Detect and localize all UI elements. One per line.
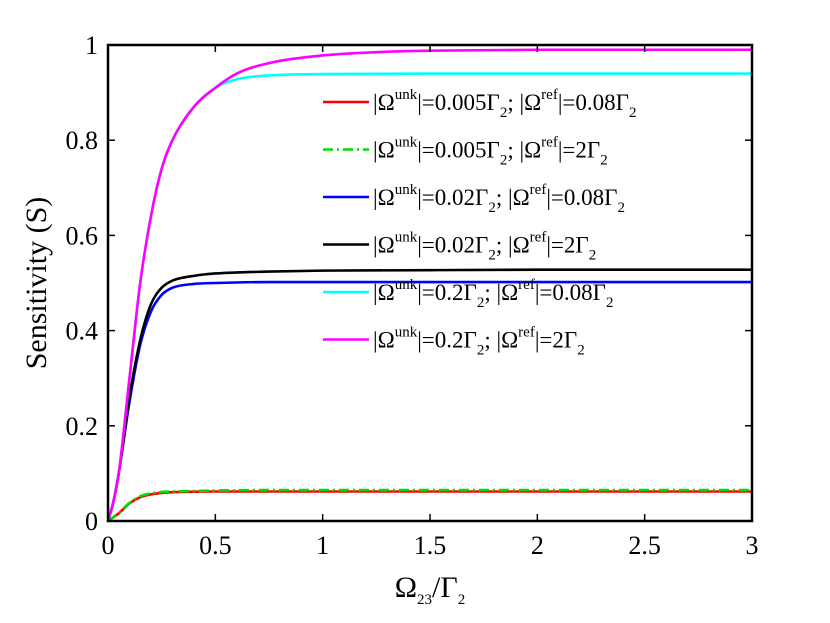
- x-tick-label: 3: [746, 531, 759, 560]
- y-axis-label: Sensitivity (S): [20, 197, 53, 370]
- legend-entry-5: |Ωunk|=0.2Γ2; |Ωref|=0.08Γ2: [373, 277, 613, 311]
- x-tick-label: 0.5: [199, 531, 232, 560]
- x-axis-label-sep: /Γ: [432, 571, 458, 604]
- y-tick-label: 0.8: [66, 126, 99, 155]
- series-line-6: [106, 48, 752, 522]
- x-axis-label: Ω23/Γ2: [395, 571, 465, 608]
- legend-entry-1: |Ωunk|=0.005Γ2; |Ωref|=0.08Γ2: [373, 87, 636, 121]
- x-tick-label: 1.5: [414, 531, 447, 560]
- y-tick-label: 0.2: [66, 412, 99, 441]
- series-layer: [106, 48, 752, 523]
- y-tick-label: 0.6: [66, 221, 99, 250]
- x-axis-label-sub2: 2: [458, 592, 466, 608]
- legend-entry-3: |Ωunk|=0.02Γ2; |Ωref|=0.08Γ2: [373, 182, 625, 216]
- y-tick-label: 1: [85, 31, 98, 60]
- x-tick-label: 2: [531, 531, 544, 560]
- legend: |Ωunk|=0.005Γ2; |Ωref|=0.08Γ2 |Ωunk|=0.00…: [323, 87, 636, 359]
- series-line-4: [106, 268, 752, 522]
- series-line-2: [107, 488, 752, 523]
- x-tick-label: 2.5: [628, 531, 661, 560]
- x-tick-label: 1: [316, 531, 329, 560]
- x-axis-label-main: Ω: [395, 571, 417, 604]
- x-axis-label-sub1: 23: [417, 592, 432, 608]
- legend-entry-6: |Ωunk|=0.2Γ2; |Ωref|=2Γ2: [373, 325, 585, 359]
- legend-entry-4: |Ωunk|=0.02Γ2; |Ωref|=2Γ2: [373, 230, 596, 264]
- y-tick-label: 0: [85, 507, 98, 536]
- x-tick-label: 0: [102, 531, 115, 560]
- y-tick-label: 0.4: [66, 317, 99, 346]
- series-line-3: [106, 280, 752, 522]
- legend-entry-2: |Ωunk|=0.005Γ2; |Ωref|=2Γ2: [373, 135, 608, 169]
- ticks-layer: 0 0.5 1 1.5 2 2.5 3 0 0.2 0.4 0.6 0.8 1: [66, 31, 759, 560]
